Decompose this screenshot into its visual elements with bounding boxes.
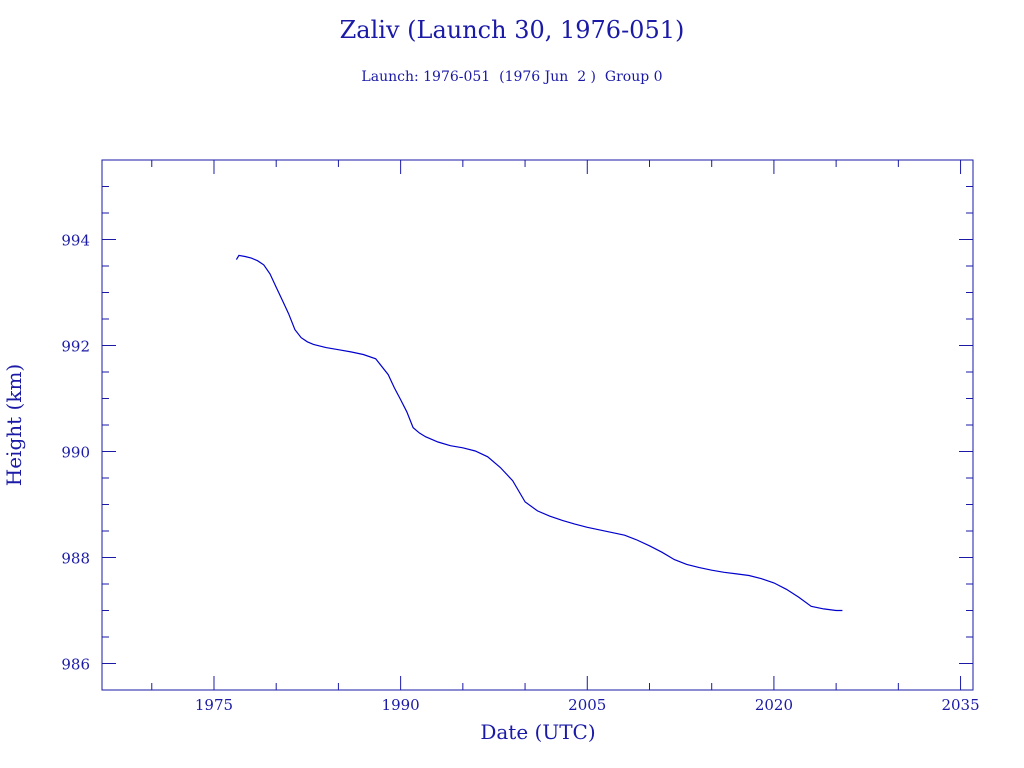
y-axis-label: Height (km) [2,364,26,486]
y-axis-ticks: 986 988 990 992 994 [61,159,973,691]
x-axis-label: Date (UTC) [480,720,595,744]
x-tick-label: 1990 [382,696,420,714]
x-tick-label: 2020 [755,696,793,714]
x-tick-label: 2035 [941,696,979,714]
y-tick-label: 986 [61,656,90,674]
x-tick-label: 2005 [568,696,606,714]
height-series-line [235,254,843,612]
y-tick-label: 988 [61,550,90,568]
chart-subtitle: Launch: 1976-051 (1976 Jun 2 ) Group 0 [361,69,662,85]
x-tick-label: 1975 [195,696,233,714]
y-tick-label: 990 [61,444,90,462]
x-axis-ticks: 1975 1990 2005 2020 2035 [151,160,980,714]
y-tick-label: 994 [61,232,90,250]
y-tick-label: 992 [61,338,90,356]
chart-title: Zaliv (Launch 30, 1976-051) [340,16,685,44]
